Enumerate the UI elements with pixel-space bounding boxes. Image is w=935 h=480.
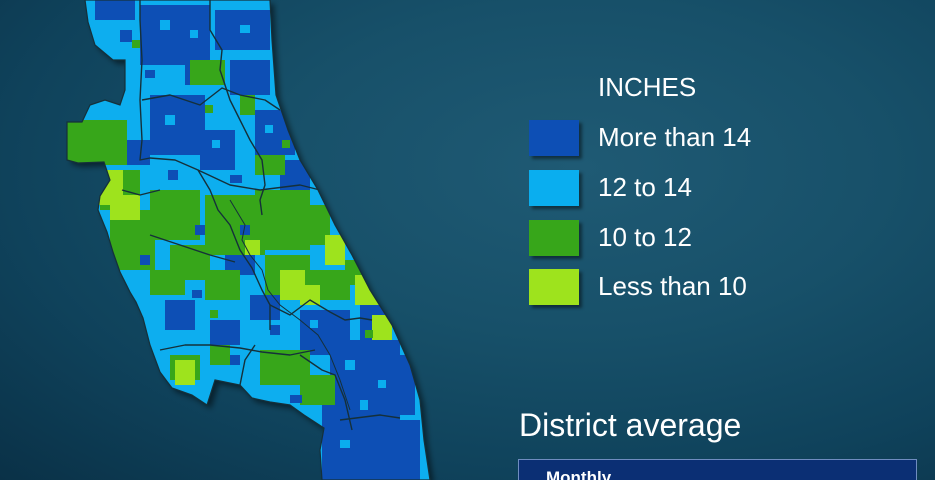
legend-swatch-low	[529, 269, 579, 305]
district-average-heading: District average	[519, 407, 742, 443]
river-trace	[229, 199, 351, 411]
legend-label: 12 to 14	[598, 172, 692, 202]
legend-item-more-than-14: More than 14	[529, 120, 789, 158]
district-outline	[66, 0, 431, 480]
legend-item-12-to-14: 12 to 14	[529, 170, 789, 208]
legend-item-10-to-12: 10 to 12	[529, 220, 789, 258]
legend-swatch-medium	[529, 220, 579, 256]
county-boundaries	[121, 0, 401, 431]
legend-swatch-high	[529, 170, 579, 206]
district-rainfall-map	[66, 0, 431, 480]
zone-very-high	[95, 0, 420, 480]
monthly-header-bar: Monthly	[518, 459, 917, 480]
monthly-label: Monthly	[546, 468, 612, 480]
legend-label: Less than 10	[598, 271, 747, 301]
legend-title: INCHES	[598, 72, 697, 102]
legend-swatch-very-high	[529, 120, 579, 156]
legend-label: More than 14	[598, 122, 752, 152]
legend-item-less-than-10: Less than 10	[529, 269, 789, 307]
legend-label: 10 to 12	[598, 222, 692, 252]
